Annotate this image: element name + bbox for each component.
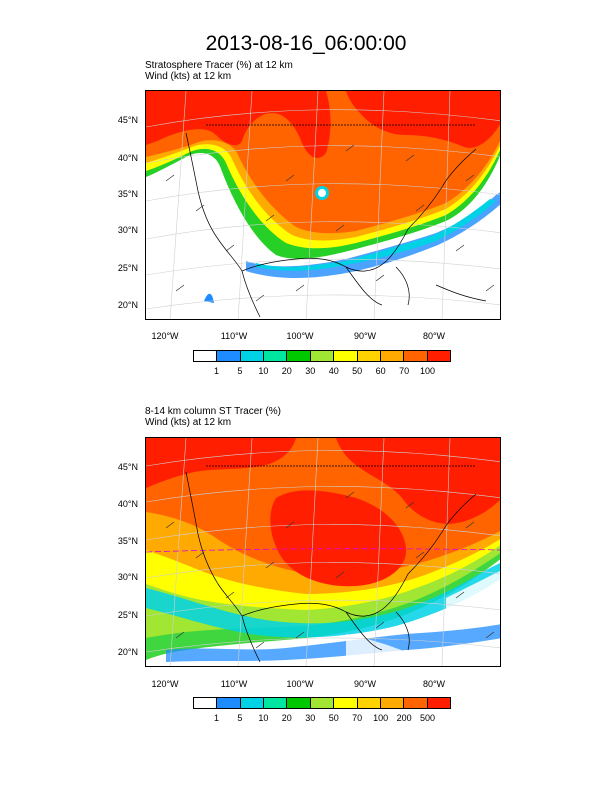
colorbar-tick-label: 1	[213, 713, 219, 723]
colorbar-tick-label: 5	[237, 366, 243, 376]
top-map	[145, 90, 501, 320]
colorbar-swatch	[380, 351, 405, 361]
colorbar-swatch	[287, 351, 311, 361]
top-lon-label-110w: 110°W	[220, 331, 248, 341]
bottom-lat-label-25: 25°N	[117, 610, 138, 620]
top-panel-header: Stratosphere Tracer (%) at 12 km Wind (k…	[145, 60, 293, 82]
colorbar-swatch	[287, 698, 311, 708]
top-wind-label: Wind (kts) at 12 km	[145, 71, 232, 82]
bottom-lon-label-80w: 80°W	[422, 679, 446, 689]
bottom-lat-label-20: 20°N	[117, 647, 138, 657]
top-lat-label-45: 45°N	[117, 115, 138, 125]
bottom-panel-header: 8-14 km column ST Tracer (%) Wind (kts) …	[145, 406, 281, 428]
top-lat-label-40: 40°N	[117, 153, 138, 163]
top-map-graphic	[146, 91, 500, 319]
bottom-colorbar	[193, 697, 451, 709]
bottom-field-label: 8-14 km column ST Tracer (%)	[145, 406, 281, 417]
top-field-label: Stratosphere Tracer (%) at 12 km	[145, 60, 293, 71]
colorbar-tick-label: 500	[420, 713, 436, 723]
colorbar-swatch	[194, 351, 218, 361]
colorbar-tick-label: 1	[213, 366, 219, 376]
colorbar-tick-label: 20	[281, 366, 292, 376]
bottom-wind-label: Wind (kts) at 12 km	[145, 417, 232, 428]
colorbar-tick-label: 70	[352, 713, 363, 723]
colorbar-swatch	[404, 351, 428, 361]
bottom-lon-label-100w: 100°W	[286, 679, 314, 689]
top-lon-label-80w: 80°W	[422, 331, 446, 341]
colorbar-tick-label: 10	[258, 713, 269, 723]
colorbar-tick-label: 20	[281, 713, 292, 723]
colorbar-tick-label: 5	[237, 713, 243, 723]
colorbar-swatch	[240, 351, 265, 361]
colorbar-swatch	[404, 698, 428, 708]
colorbar-tick-label: 50	[328, 713, 339, 723]
colorbar-swatch	[334, 351, 358, 361]
colorbar-tick-label: 50	[352, 366, 363, 376]
colorbar-tick-label: 30	[305, 713, 316, 723]
bottom-lat-label-45: 45°N	[117, 462, 138, 472]
colorbar-swatch	[427, 698, 450, 708]
top-colorbar	[193, 350, 451, 362]
bottom-map-graphic	[146, 438, 500, 666]
colorbar-tick-label: 70	[399, 366, 410, 376]
figure-title: 2013-08-16_06:00:00	[205, 32, 407, 55]
colorbar-swatch	[217, 351, 241, 361]
colorbar-swatch	[334, 698, 358, 708]
bottom-lat-label-40: 40°N	[117, 499, 138, 509]
top-lat-label-25: 25°N	[117, 263, 138, 273]
colorbar-swatch	[310, 351, 335, 361]
colorbar-swatch	[264, 698, 288, 708]
top-lon-label-100w: 100°W	[286, 331, 314, 341]
bottom-lon-label-90w: 90°W	[353, 679, 377, 689]
colorbar-tick-label: 100	[420, 366, 436, 376]
colorbar-swatch	[194, 698, 218, 708]
colorbar-swatch	[357, 698, 381, 708]
colorbar-swatch	[264, 351, 288, 361]
top-lon-label-90w: 90°W	[353, 331, 377, 341]
top-lat-label-35: 35°N	[117, 189, 138, 199]
colorbar-tick-label: 40	[328, 366, 339, 376]
bottom-lat-label-30: 30°N	[117, 572, 138, 582]
top-lat-label-30: 30°N	[117, 225, 138, 235]
colorbar-swatch	[380, 698, 405, 708]
top-lat-label-20: 20°N	[117, 300, 138, 310]
top-lon-label-120w: 120°W	[151, 331, 179, 341]
colorbar-swatch	[427, 351, 450, 361]
colorbar-tick-label: 60	[375, 366, 386, 376]
colorbar-swatch	[217, 698, 241, 708]
colorbar-swatch	[310, 698, 335, 708]
colorbar-tick-label: 10	[258, 366, 269, 376]
colorbar-swatch	[240, 698, 265, 708]
colorbar-tick-label: 100	[373, 713, 389, 723]
bottom-lat-label-35: 35°N	[117, 536, 138, 546]
colorbar-swatch	[357, 351, 381, 361]
bottom-lon-label-110w: 110°W	[220, 679, 248, 689]
bottom-map	[145, 437, 501, 667]
colorbar-tick-label: 200	[396, 713, 412, 723]
colorbar-tick-label: 30	[305, 366, 316, 376]
bottom-lon-label-120w: 120°W	[151, 679, 179, 689]
